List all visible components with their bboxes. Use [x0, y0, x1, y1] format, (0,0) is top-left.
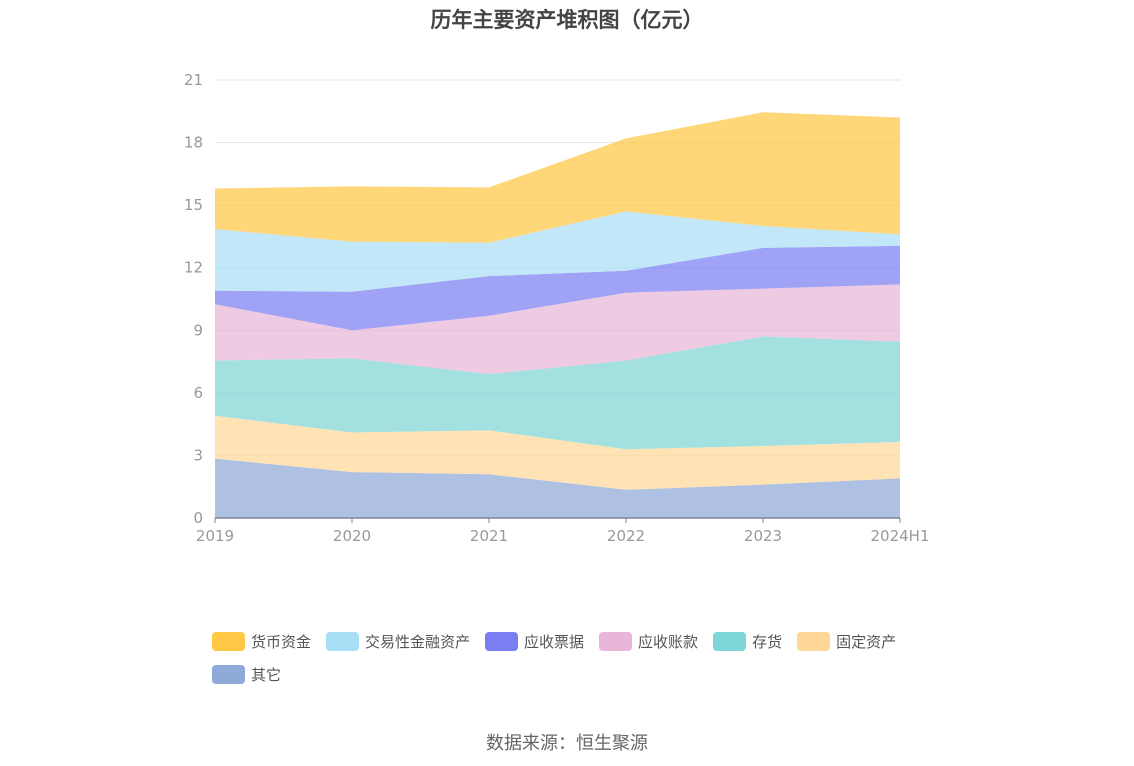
legend-swatch [212, 665, 245, 684]
legend-item[interactable]: 货币资金 [212, 631, 311, 652]
legend-swatch [326, 632, 360, 651]
legend-item[interactable]: 存货 [713, 631, 782, 652]
y-tick-label: 15 [184, 196, 203, 214]
area-series[interactable] [215, 415, 900, 490]
y-tick-label: 9 [193, 321, 203, 339]
area-series[interactable] [215, 336, 900, 450]
legend-item[interactable]: 交易性金融资产 [326, 631, 470, 652]
legend-item[interactable]: 固定资产 [797, 631, 896, 652]
x-tick-label: 2024H1 [871, 527, 930, 545]
y-tick-label: 18 [184, 134, 203, 152]
legend-swatch [797, 632, 831, 651]
y-tick-label: 21 [184, 71, 203, 89]
legend-swatch [485, 632, 519, 651]
legend-item[interactable]: 应收票据 [485, 631, 584, 652]
y-tick-label: 12 [184, 259, 203, 277]
area-series[interactable] [215, 211, 900, 292]
y-tick-label: 3 [193, 446, 203, 464]
x-tick-label: 2022 [607, 527, 645, 545]
x-tick-label: 2019 [196, 527, 234, 545]
chart-title: 历年主要资产堆积图（亿元） [430, 8, 704, 32]
legend-label: 应收票据 [524, 633, 585, 651]
y-tick-label: 0 [193, 509, 203, 527]
legend-item[interactable]: 其它 [212, 664, 281, 685]
x-tick-label: 2020 [333, 527, 371, 545]
area-series[interactable] [215, 458, 900, 518]
legend-label: 货币资金 [251, 633, 312, 651]
legend-label: 应收账款 [638, 633, 699, 651]
area-series[interactable] [215, 245, 900, 331]
x-tick-label: 2023 [744, 527, 782, 545]
legend-swatch [599, 632, 633, 651]
y-tick-label: 6 [193, 384, 203, 402]
axis-layer: 0 3 6 9 12 15 18 21 2019 2020 2021 2022 2023 2024H1 [184, 71, 930, 545]
legend-label: 存货 [752, 633, 783, 651]
x-tick-label: 2021 [470, 527, 508, 545]
area-series[interactable] [215, 112, 900, 243]
legend-swatch [212, 632, 245, 651]
legend-swatch [713, 632, 747, 651]
legend-label: 交易性金融资产 [365, 633, 471, 651]
legend: 货币资金 交易性金融资产 应收票据 应收账款 存货 固定资产其它 [212, 631, 952, 685]
legend-label: 固定资产 [836, 633, 897, 651]
area-layer [215, 112, 900, 518]
area-series[interactable] [215, 284, 900, 375]
legend-label: 其它 [251, 666, 282, 684]
legend-item[interactable]: 应收账款 [599, 631, 698, 652]
data-source: 数据来源：恒生聚源 [486, 733, 648, 754]
